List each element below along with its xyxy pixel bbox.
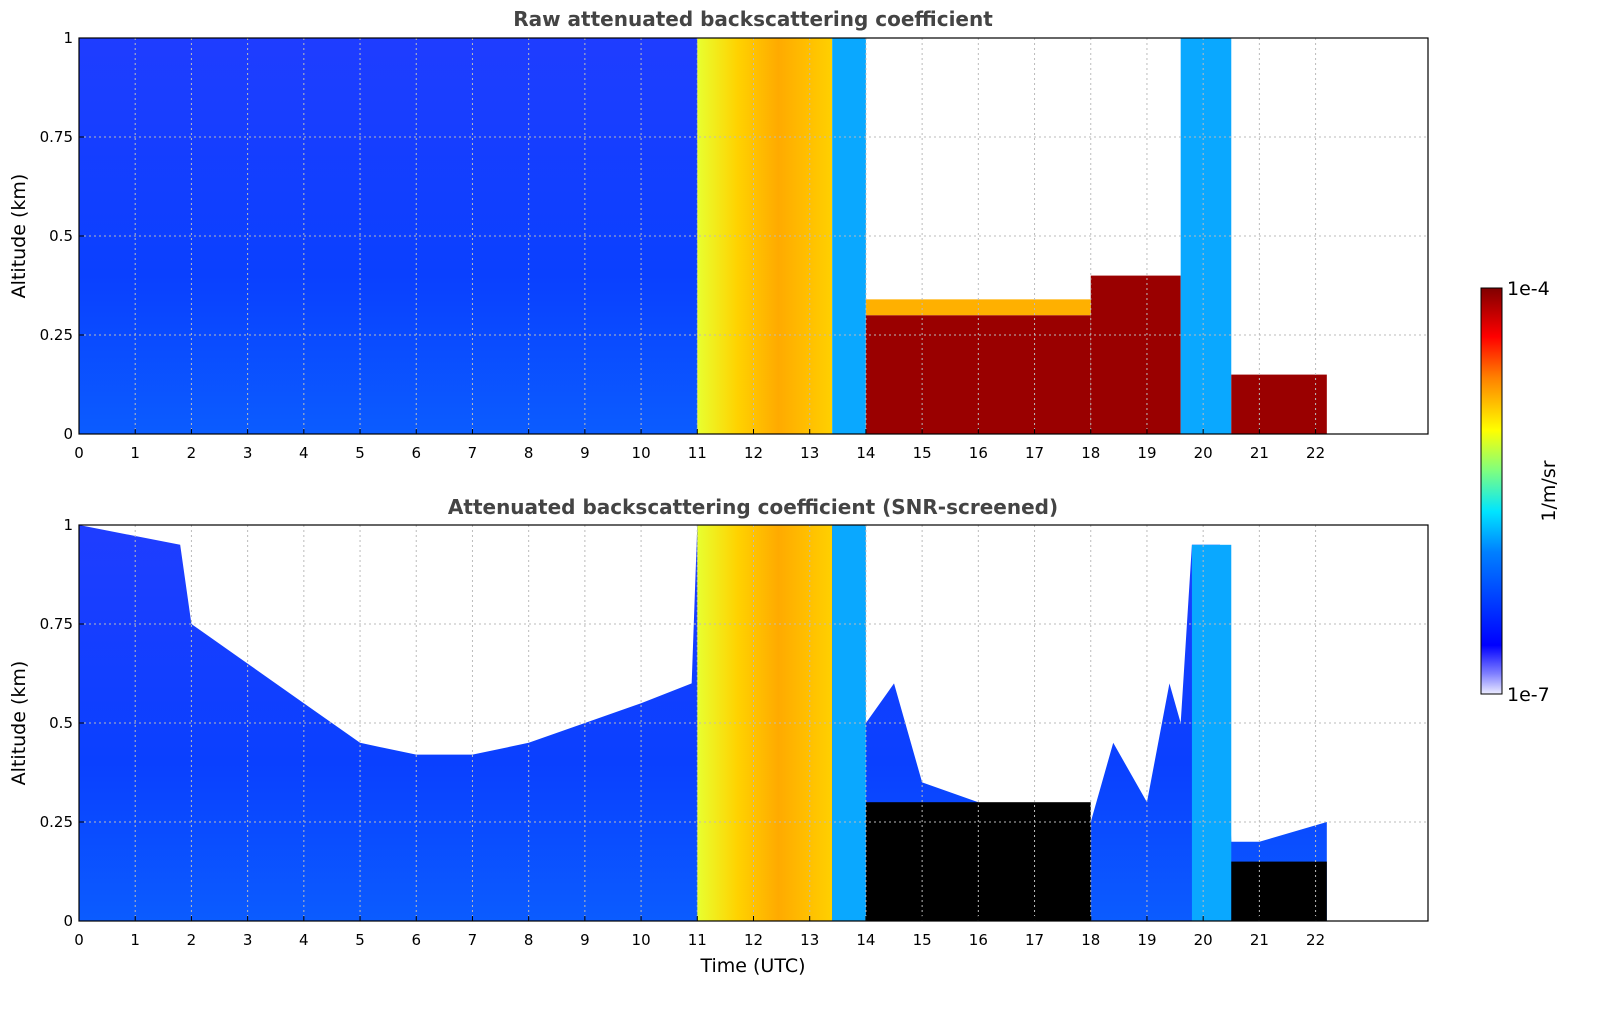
x-tick-label: 0 bbox=[74, 444, 84, 462]
y-tick-label: 0.25 bbox=[40, 326, 73, 344]
panel1-title: Raw attenuated backscattering coefficien… bbox=[513, 7, 993, 31]
x-tick-label: 14 bbox=[856, 444, 875, 462]
x-tick-label: 21 bbox=[1250, 931, 1269, 949]
y-tick-label: 0.75 bbox=[40, 615, 73, 633]
x-tick-label: 2 bbox=[187, 444, 197, 462]
panel2-title: Attenuated backscattering coefficient (S… bbox=[448, 495, 1058, 519]
x-tick-label: 12 bbox=[744, 444, 763, 462]
x-tick-label: 7 bbox=[468, 444, 478, 462]
x-tick-label: 22 bbox=[1306, 931, 1325, 949]
x-tick-label: 16 bbox=[969, 444, 988, 462]
x-tick-label: 11 bbox=[688, 444, 707, 462]
x-tick-label: 21 bbox=[1250, 444, 1269, 462]
x-tick-label: 13 bbox=[800, 444, 819, 462]
y-tick-label: 0 bbox=[63, 912, 73, 930]
panel2-xlabel: Time (UTC) bbox=[699, 955, 805, 977]
x-tick-label: 19 bbox=[1137, 444, 1156, 462]
x-tick-label: 6 bbox=[411, 931, 421, 949]
x-tick-label: 12 bbox=[744, 931, 763, 949]
x-tick-label: 18 bbox=[1081, 444, 1100, 462]
y-tick-label: 0.5 bbox=[49, 227, 73, 245]
x-tick-label: 4 bbox=[299, 931, 309, 949]
panel1-ticks: 0 1 2 3 4 5 6 7 8 9 10 11 12 13 14 15 16 17 18 19 20 21 2200.2… bbox=[40, 29, 1326, 462]
heatmap-low-layer bbox=[1231, 861, 1327, 921]
x-tick-label: 10 bbox=[632, 931, 651, 949]
x-tick-label: 14 bbox=[856, 931, 875, 949]
x-tick-label: 19 bbox=[1137, 931, 1156, 949]
panel2-grid bbox=[78, 524, 1428, 922]
x-tick-label: 20 bbox=[1194, 444, 1213, 462]
x-tick-label: 13 bbox=[800, 931, 819, 949]
colorbar bbox=[1480, 287, 1503, 695]
panel1-ylabel: Altitude (km) bbox=[8, 174, 30, 299]
x-tick-label: 11 bbox=[688, 931, 707, 949]
heatmap-segment-6 bbox=[1231, 374, 1327, 434]
x-tick-label: 6 bbox=[411, 444, 421, 462]
x-tick-label: 17 bbox=[1025, 444, 1044, 462]
y-tick-label: 1 bbox=[63, 516, 73, 534]
x-tick-label: 8 bbox=[524, 931, 534, 949]
x-tick-label: 5 bbox=[355, 931, 365, 949]
x-tick-label: 18 bbox=[1081, 931, 1100, 949]
heatmap-cloud-segment bbox=[1191, 544, 1232, 921]
x-tick-label: 5 bbox=[355, 444, 365, 462]
x-tick-label: 15 bbox=[913, 444, 932, 462]
x-tick-label: 9 bbox=[580, 444, 590, 462]
x-tick-label: 1 bbox=[130, 444, 140, 462]
x-tick-label: 1 bbox=[130, 931, 140, 949]
x-tick-label: 16 bbox=[969, 931, 988, 949]
x-tick-label: 8 bbox=[524, 444, 534, 462]
colorbar-max-label: 1e-4 bbox=[1507, 278, 1550, 300]
x-tick-label: 7 bbox=[468, 931, 478, 949]
x-tick-label: 15 bbox=[913, 931, 932, 949]
y-tick-label: 1 bbox=[63, 29, 73, 47]
x-tick-label: 2 bbox=[187, 931, 197, 949]
y-tick-label: 0.5 bbox=[49, 714, 73, 732]
colorbar-min-label: 1e-7 bbox=[1507, 684, 1550, 706]
y-tick-label: 0.75 bbox=[40, 128, 73, 146]
heatmap-layer-edge bbox=[865, 299, 1091, 316]
panel2-ylabel: Altitude (km) bbox=[8, 661, 30, 786]
x-tick-label: 22 bbox=[1306, 444, 1325, 462]
x-tick-label: 3 bbox=[243, 444, 253, 462]
x-tick-label: 3 bbox=[243, 931, 253, 949]
y-tick-label: 0.25 bbox=[40, 813, 73, 831]
x-tick-label: 4 bbox=[299, 444, 309, 462]
x-tick-label: 10 bbox=[632, 444, 651, 462]
x-tick-label: 0 bbox=[74, 931, 84, 949]
panel2-ticks: 0 1 2 3 4 5 6 7 8 9 10 11 12 13 14 15 16 17 18 19 20 21 2200.2… bbox=[40, 516, 1326, 949]
heatmap-segment-4 bbox=[1090, 275, 1181, 434]
colorbar-label: 1/m/sr bbox=[1538, 460, 1560, 521]
x-tick-label: 20 bbox=[1194, 931, 1213, 949]
y-tick-label: 0 bbox=[63, 425, 73, 443]
x-tick-label: 9 bbox=[580, 931, 590, 949]
x-tick-label: 17 bbox=[1025, 931, 1044, 949]
